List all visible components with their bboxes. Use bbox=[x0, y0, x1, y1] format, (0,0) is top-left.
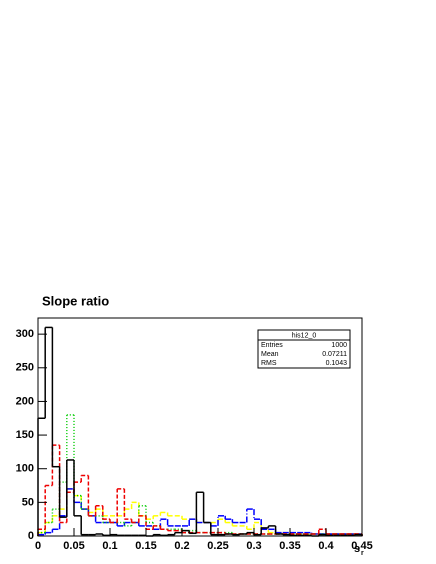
x-tick-label: 0.25 bbox=[207, 540, 228, 552]
x-tick-label: 0.1 bbox=[102, 540, 117, 552]
plot-frame bbox=[37, 317, 363, 537]
y-tick-label: 100 bbox=[16, 463, 34, 475]
stats-value: 0.1043 bbox=[326, 360, 348, 367]
x-tick-label: 0 bbox=[35, 540, 41, 552]
x-axis-label-sub: r bbox=[361, 550, 364, 557]
stats-title: his12_0 bbox=[292, 332, 317, 339]
x-tick-label: 0.35 bbox=[279, 540, 300, 552]
x-tick-label: 0.4 bbox=[318, 540, 334, 552]
x-tick-label: 0.2 bbox=[174, 540, 189, 552]
x-axis-label: s bbox=[354, 543, 360, 555]
x-tick-label: 0.15 bbox=[135, 540, 156, 552]
y-tick-label: 250 bbox=[16, 362, 34, 374]
x-tick-label: 0.05 bbox=[63, 540, 84, 552]
y-tick-label: 50 bbox=[22, 496, 34, 508]
stats-label: Mean bbox=[261, 351, 279, 358]
x-tick-label: 0.3 bbox=[246, 540, 261, 552]
y-tick-label: 150 bbox=[16, 429, 34, 441]
y-tick-label: 300 bbox=[16, 328, 34, 340]
y-tick-label: 200 bbox=[16, 395, 34, 407]
stats-value: 1000 bbox=[331, 342, 347, 349]
stats-box bbox=[257, 329, 351, 369]
x-tick-label: 0.45 bbox=[351, 540, 372, 552]
y-tick-label: 0 bbox=[28, 530, 34, 542]
stats-label: Entries bbox=[261, 342, 283, 349]
chart-title: Slope ratio bbox=[42, 293, 109, 308]
stats-label: RMS bbox=[261, 360, 277, 367]
stats-value: 0.07211 bbox=[322, 351, 347, 358]
